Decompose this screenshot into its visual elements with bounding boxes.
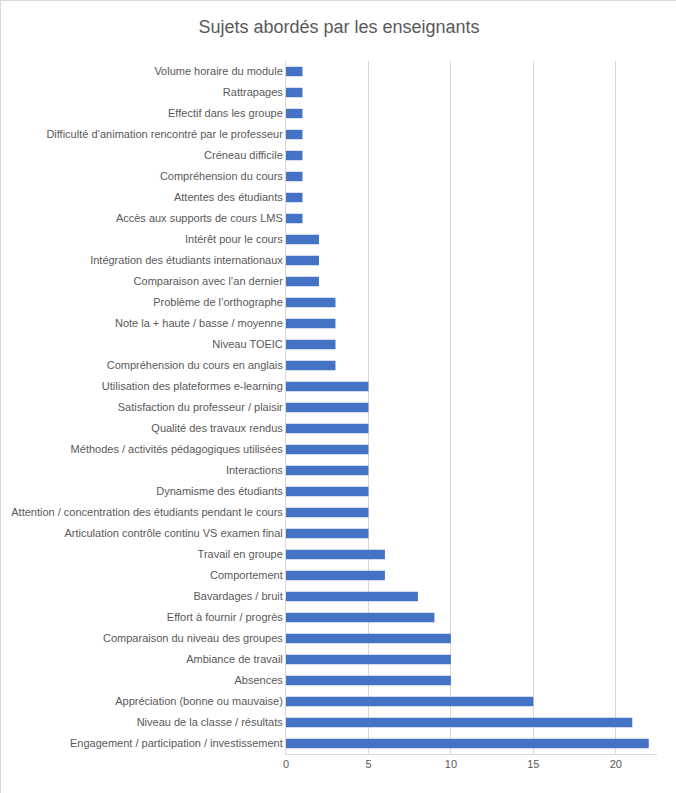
svg-text:Note la + haute / basse / moye: Note la + haute / basse / moyenne [115, 317, 283, 329]
svg-text:Qualité des travaux rendus: Qualité des travaux rendus [151, 422, 283, 434]
svg-text:20: 20 [610, 758, 622, 770]
svg-text:Interactions: Interactions [226, 464, 283, 476]
svg-text:Méthodes / activités pédagogiq: Méthodes / activités pédagogiques utilis… [71, 443, 284, 455]
svg-text:Bavardages / bruit: Bavardages / bruit [194, 590, 283, 602]
svg-text:Satisfaction du professeur / p: Satisfaction du professeur / plaisir [118, 401, 283, 413]
svg-text:Niveau TOEIC: Niveau TOEIC [212, 338, 283, 350]
svg-text:Accès aux supports de cours LM: Accès aux supports de cours LMS [116, 212, 283, 224]
svg-text:10: 10 [445, 758, 457, 770]
svg-text:Rattrapages: Rattrapages [223, 86, 283, 98]
svg-text:Attention / concentration des: Attention / concentration des étudiants … [11, 506, 283, 518]
svg-text:Problème de l’orthographe: Problème de l’orthographe [153, 296, 283, 308]
svg-text:5: 5 [365, 758, 371, 770]
svg-text:Comparaison du niveau des grou: Comparaison du niveau des groupes [103, 632, 283, 644]
svg-text:0: 0 [283, 758, 289, 770]
svg-text:Engagement / participation / i: Engagement / participation / investissem… [70, 737, 283, 749]
svg-text:Intégration des étudiants inte: Intégration des étudiants internationaux [90, 254, 283, 266]
svg-text:Compréhension du cours: Compréhension du cours [160, 170, 283, 182]
svg-text:Compréhension du cours en angl: Compréhension du cours en anglais [107, 359, 284, 371]
svg-text:Articulation contrôle continu: Articulation contrôle continu VS examen … [65, 527, 283, 539]
svg-text:Effort à fournir / progrès: Effort à fournir / progrès [167, 611, 283, 623]
svg-text:15: 15 [527, 758, 539, 770]
svg-text:Absences: Absences [234, 674, 283, 686]
svg-text:Intérêt pour le cours: Intérêt pour le cours [185, 233, 283, 245]
svg-text:Effectif dans les groupe: Effectif dans les groupe [168, 107, 283, 119]
svg-text:Dynamisme des étudiants: Dynamisme des étudiants [156, 485, 283, 497]
svg-text:Difficulté d’animation rencont: Difficulté d’animation rencontré par le … [46, 128, 283, 140]
svg-text:Attentes des étudiants: Attentes des étudiants [174, 191, 283, 203]
svg-text:Volume horaire du module: Volume horaire du module [154, 65, 282, 77]
svg-text:Ambiance de travail: Ambiance de travail [186, 653, 283, 665]
svg-text:Créneau difficile: Créneau difficile [204, 149, 283, 161]
svg-text:Comportement: Comportement [210, 569, 283, 581]
svg-text:Comparaison avec l’an dernier: Comparaison avec l’an dernier [134, 275, 284, 287]
svg-text:Utilisation des plateformes e-: Utilisation des plateformes e-learning [102, 380, 283, 392]
svg-text:Niveau de la classe / résultat: Niveau de la classe / résultats [137, 716, 284, 728]
svg-text:Sujets abordés par les enseign: Sujets abordés par les enseignants [198, 17, 479, 37]
svg-text:Appréciation (bonne ou mauvais: Appréciation (bonne ou mauvaise) [115, 695, 283, 707]
svg-text:Travail en groupe: Travail en groupe [198, 548, 283, 560]
